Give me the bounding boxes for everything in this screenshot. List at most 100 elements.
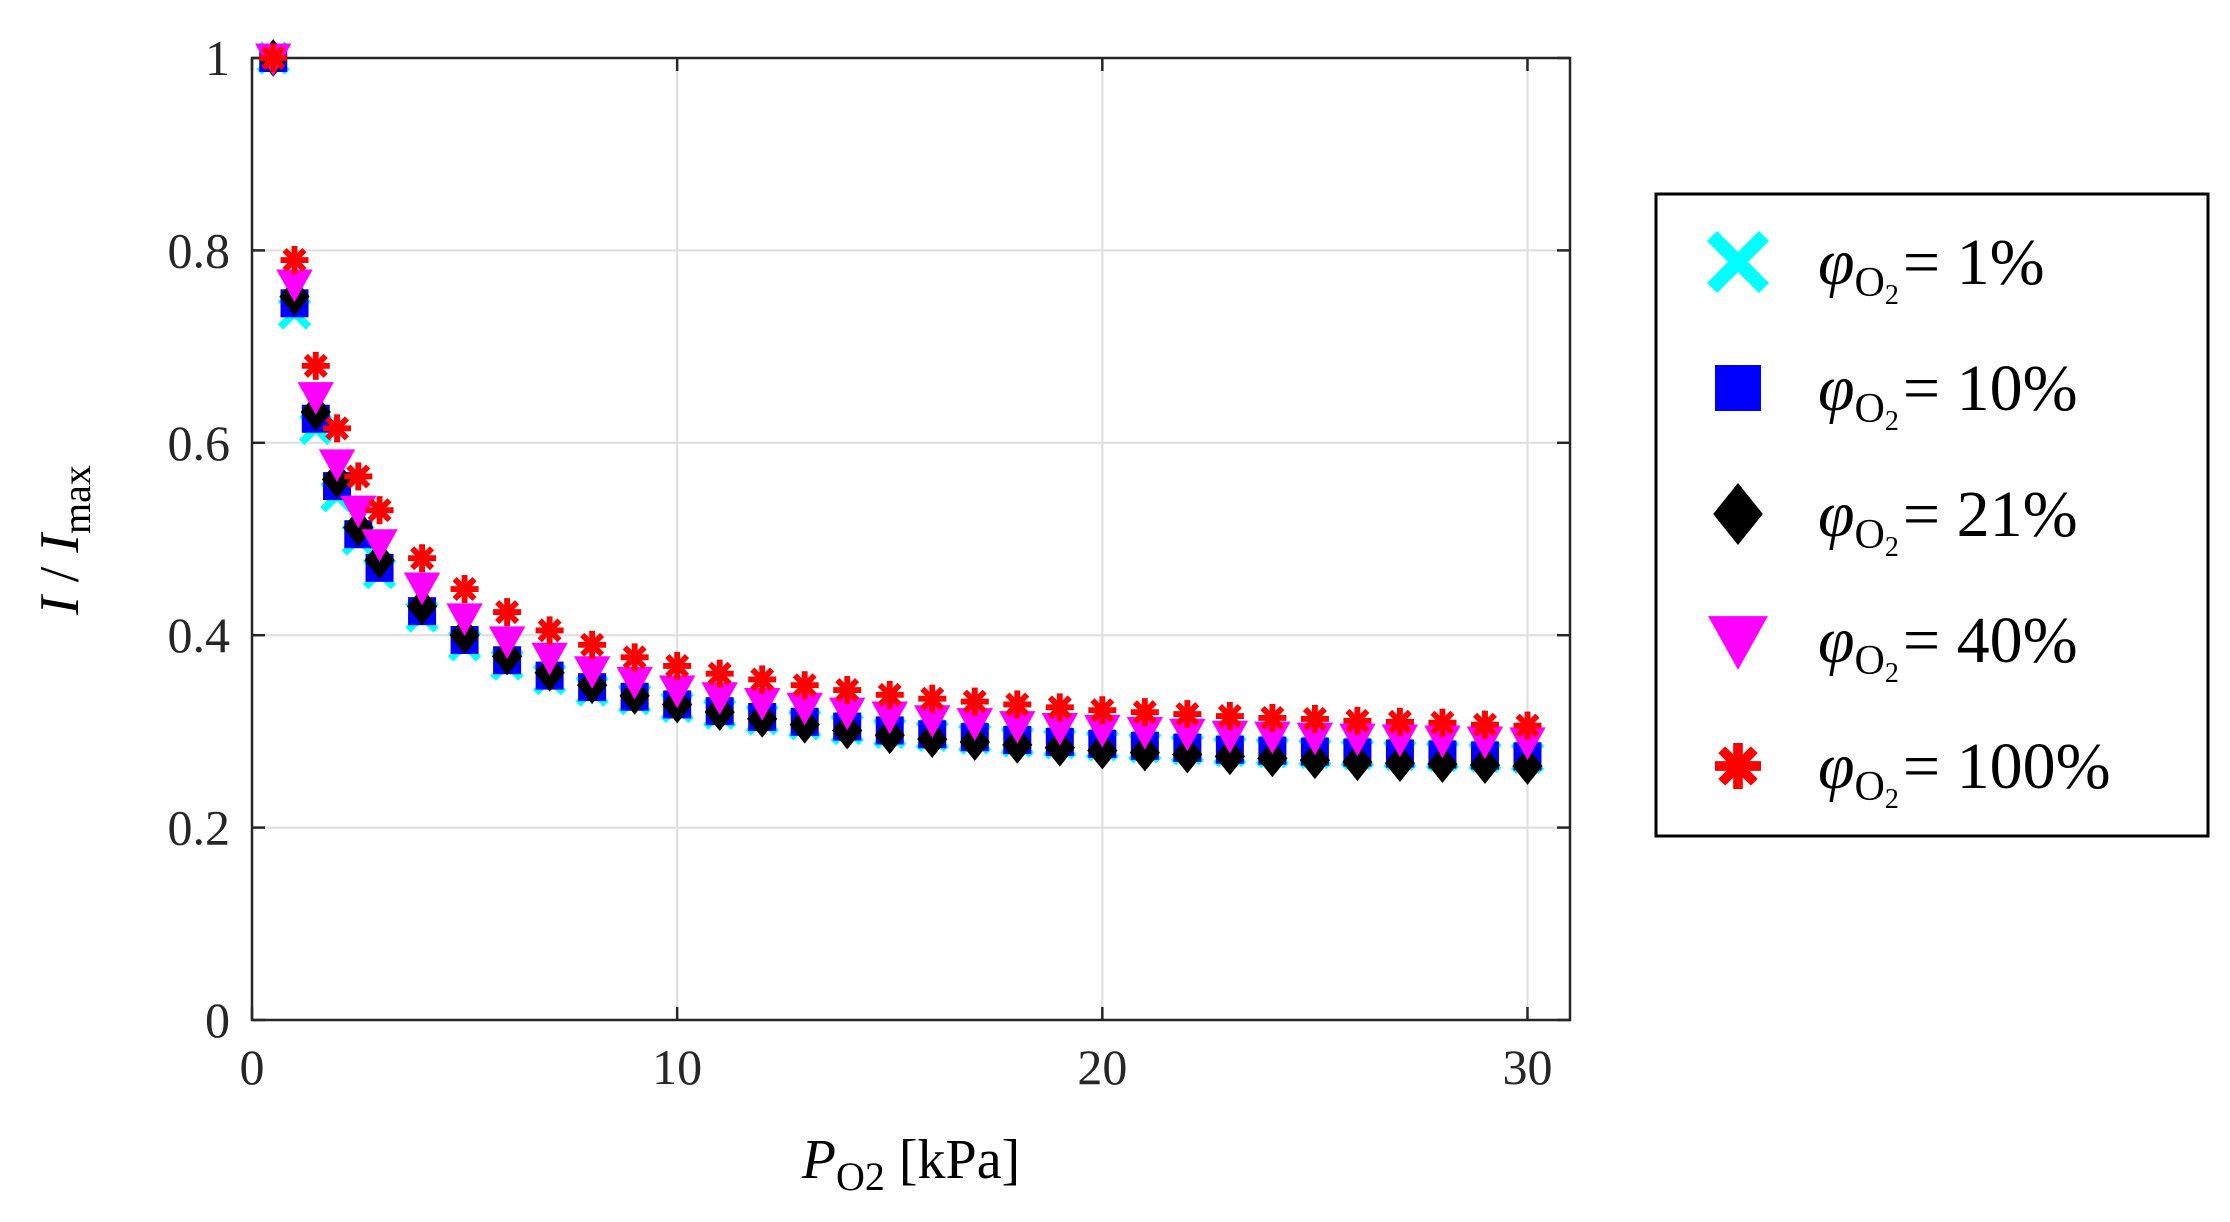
data-point [1385,707,1414,736]
legend-marker [1715,365,1761,411]
data-point [918,684,947,713]
data-point [1172,735,1203,774]
data-point [259,44,288,72]
data-point [786,692,823,726]
data-point [875,680,904,709]
data-point [408,544,437,573]
data-point [663,651,692,680]
data-point [1512,747,1543,785]
data-point [790,671,819,700]
data-point [488,626,526,660]
data-point [874,716,905,755]
data-point [1169,718,1206,752]
data-point [340,495,377,529]
y-tick-label: 0.6 [168,415,231,471]
y-tick-label: 0.8 [168,222,231,278]
x-tick-label: 20 [1077,1039,1127,1095]
data-point [1173,700,1202,729]
data-point [301,351,330,380]
data-point [1044,728,1075,767]
data-point [1424,725,1461,759]
data-point [1381,724,1419,758]
data-point [658,675,696,709]
data-point [959,723,990,761]
data-point [1088,696,1117,725]
legend-entry-label: φO2= 40% [1818,604,2078,689]
data-point [1257,739,1288,778]
data-point [1300,704,1329,733]
data-point [280,246,309,275]
data-point [1470,710,1499,739]
data-point [1296,722,1334,756]
x-tick-label: 30 [1502,1039,1552,1095]
legend-entry-label: φO2= 1% [1818,226,2045,311]
legend-marker [1715,743,1761,789]
plot-frame [250,56,1572,1022]
data-point [1087,731,1118,770]
data-point [1215,702,1244,731]
data-point [917,720,948,758]
data-point [829,697,866,731]
data-point [450,575,479,604]
data-point [403,572,441,606]
legend-entry-label: φO2= 21% [1818,478,2078,563]
data-point [833,676,862,705]
y-tick-label: 0.4 [168,607,231,663]
legend: φO2= 1% φO2= 10% φO2= 21% φO2= 40% φO2= 100% [1654,192,2210,838]
axis-ticks: 0 10 20 30 0 0.2 0.4 0.6 0.8 1 [168,30,1570,1095]
data-point [1342,743,1373,782]
legend-entry-label: φO2= 10% [1818,352,2078,437]
data-point [361,529,398,563]
data-point [914,705,951,739]
data-point [1130,698,1159,727]
grid [252,58,1570,1020]
data-point [1002,725,1033,764]
legend-marker [1706,230,1770,294]
y-tick-label: 0 [205,992,230,1048]
series-asterisk [259,44,1542,740]
data-point [1469,746,1501,784]
legend-marker [1713,482,1763,546]
data-point [743,687,781,721]
data-point [531,642,568,676]
data-point [1513,711,1542,740]
data-point [705,659,734,688]
data-point [323,414,352,443]
data-point [578,630,607,659]
data-point [1254,721,1291,755]
data-point [871,701,908,735]
data-point [1084,714,1121,748]
y-tick-label: 1 [205,30,230,86]
data-point [446,603,483,637]
data-point [493,598,522,627]
data-point [344,462,373,491]
data-point [960,687,989,716]
data-point [1299,741,1331,780]
data-point [701,682,738,715]
data-point [956,708,993,741]
x-axis-label: PO2 [kPa] [801,1129,1020,1199]
data-point [1258,703,1287,732]
data-point [1211,720,1249,754]
y-axis-label: I / Imax [29,465,99,616]
data-point [616,666,653,700]
data-point [999,711,1036,744]
data-point [535,616,564,645]
x-tick-label: 0 [240,1039,265,1095]
y-tick-label: 0.2 [168,800,231,856]
data-point [1384,744,1416,783]
legend-entry-label: φO2= 100% [1818,730,2111,815]
data-point [1428,708,1457,737]
data-point [1003,690,1032,719]
legend-marker [1708,616,1768,670]
data-point [1339,723,1376,757]
data-point [1041,712,1079,746]
data-point [318,449,356,483]
data-point [620,643,649,672]
data-point [1214,737,1245,776]
data-point [1343,706,1372,735]
data-point [406,587,438,626]
x-tick-label: 10 [652,1039,702,1095]
series-triangle-down [255,43,1546,761]
